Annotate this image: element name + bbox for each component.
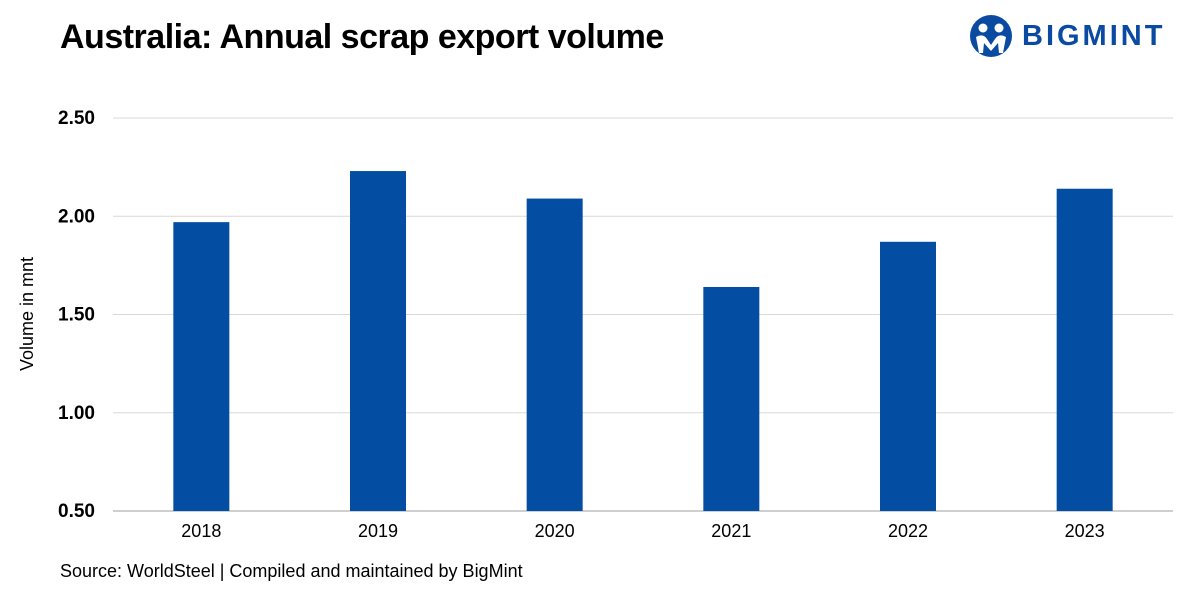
bar-2023: [1056, 188, 1113, 512]
bar-2022: [880, 241, 936, 512]
x-tick-label: 2019: [358, 521, 398, 541]
bigmint-logo-icon: [970, 15, 1012, 57]
bar-2021: [703, 286, 760, 511]
y-tick-label: 2.00: [58, 206, 95, 227]
y-axis-ticks: 0.50 1.00 1.50 2.00 2.50: [58, 108, 95, 522]
bigmint-logo-text: BIGMINT: [1022, 19, 1166, 52]
x-axis-ticks: 2018 2019 2020 2021 2022 2023: [181, 521, 1104, 541]
bars: [173, 171, 1113, 512]
y-tick-label: 0.50: [58, 501, 95, 522]
x-tick-label: 2018: [181, 521, 221, 541]
y-tick-label: 1.50: [58, 305, 95, 326]
x-tick-label: 2021: [711, 521, 751, 541]
x-tick-label: 2023: [1065, 521, 1105, 541]
bar-2019: [350, 171, 406, 511]
bigmint-logo: BIGMINT: [968, 12, 1165, 60]
x-tick-label: 2020: [535, 521, 575, 541]
chart-title: Australia: Annual scrap export volume: [60, 18, 664, 56]
y-axis-label: Volume in mnt: [17, 257, 37, 371]
bar-2018: [173, 222, 230, 511]
y-tick-label: 2.50: [58, 108, 95, 129]
bar-2020: [526, 198, 583, 511]
source-note: Source: WorldSteel | Compiled and mainta…: [60, 561, 523, 581]
y-tick-label: 1.00: [58, 403, 95, 424]
grid-lines: [113, 117, 1173, 512]
x-tick-label: 2022: [888, 521, 928, 541]
